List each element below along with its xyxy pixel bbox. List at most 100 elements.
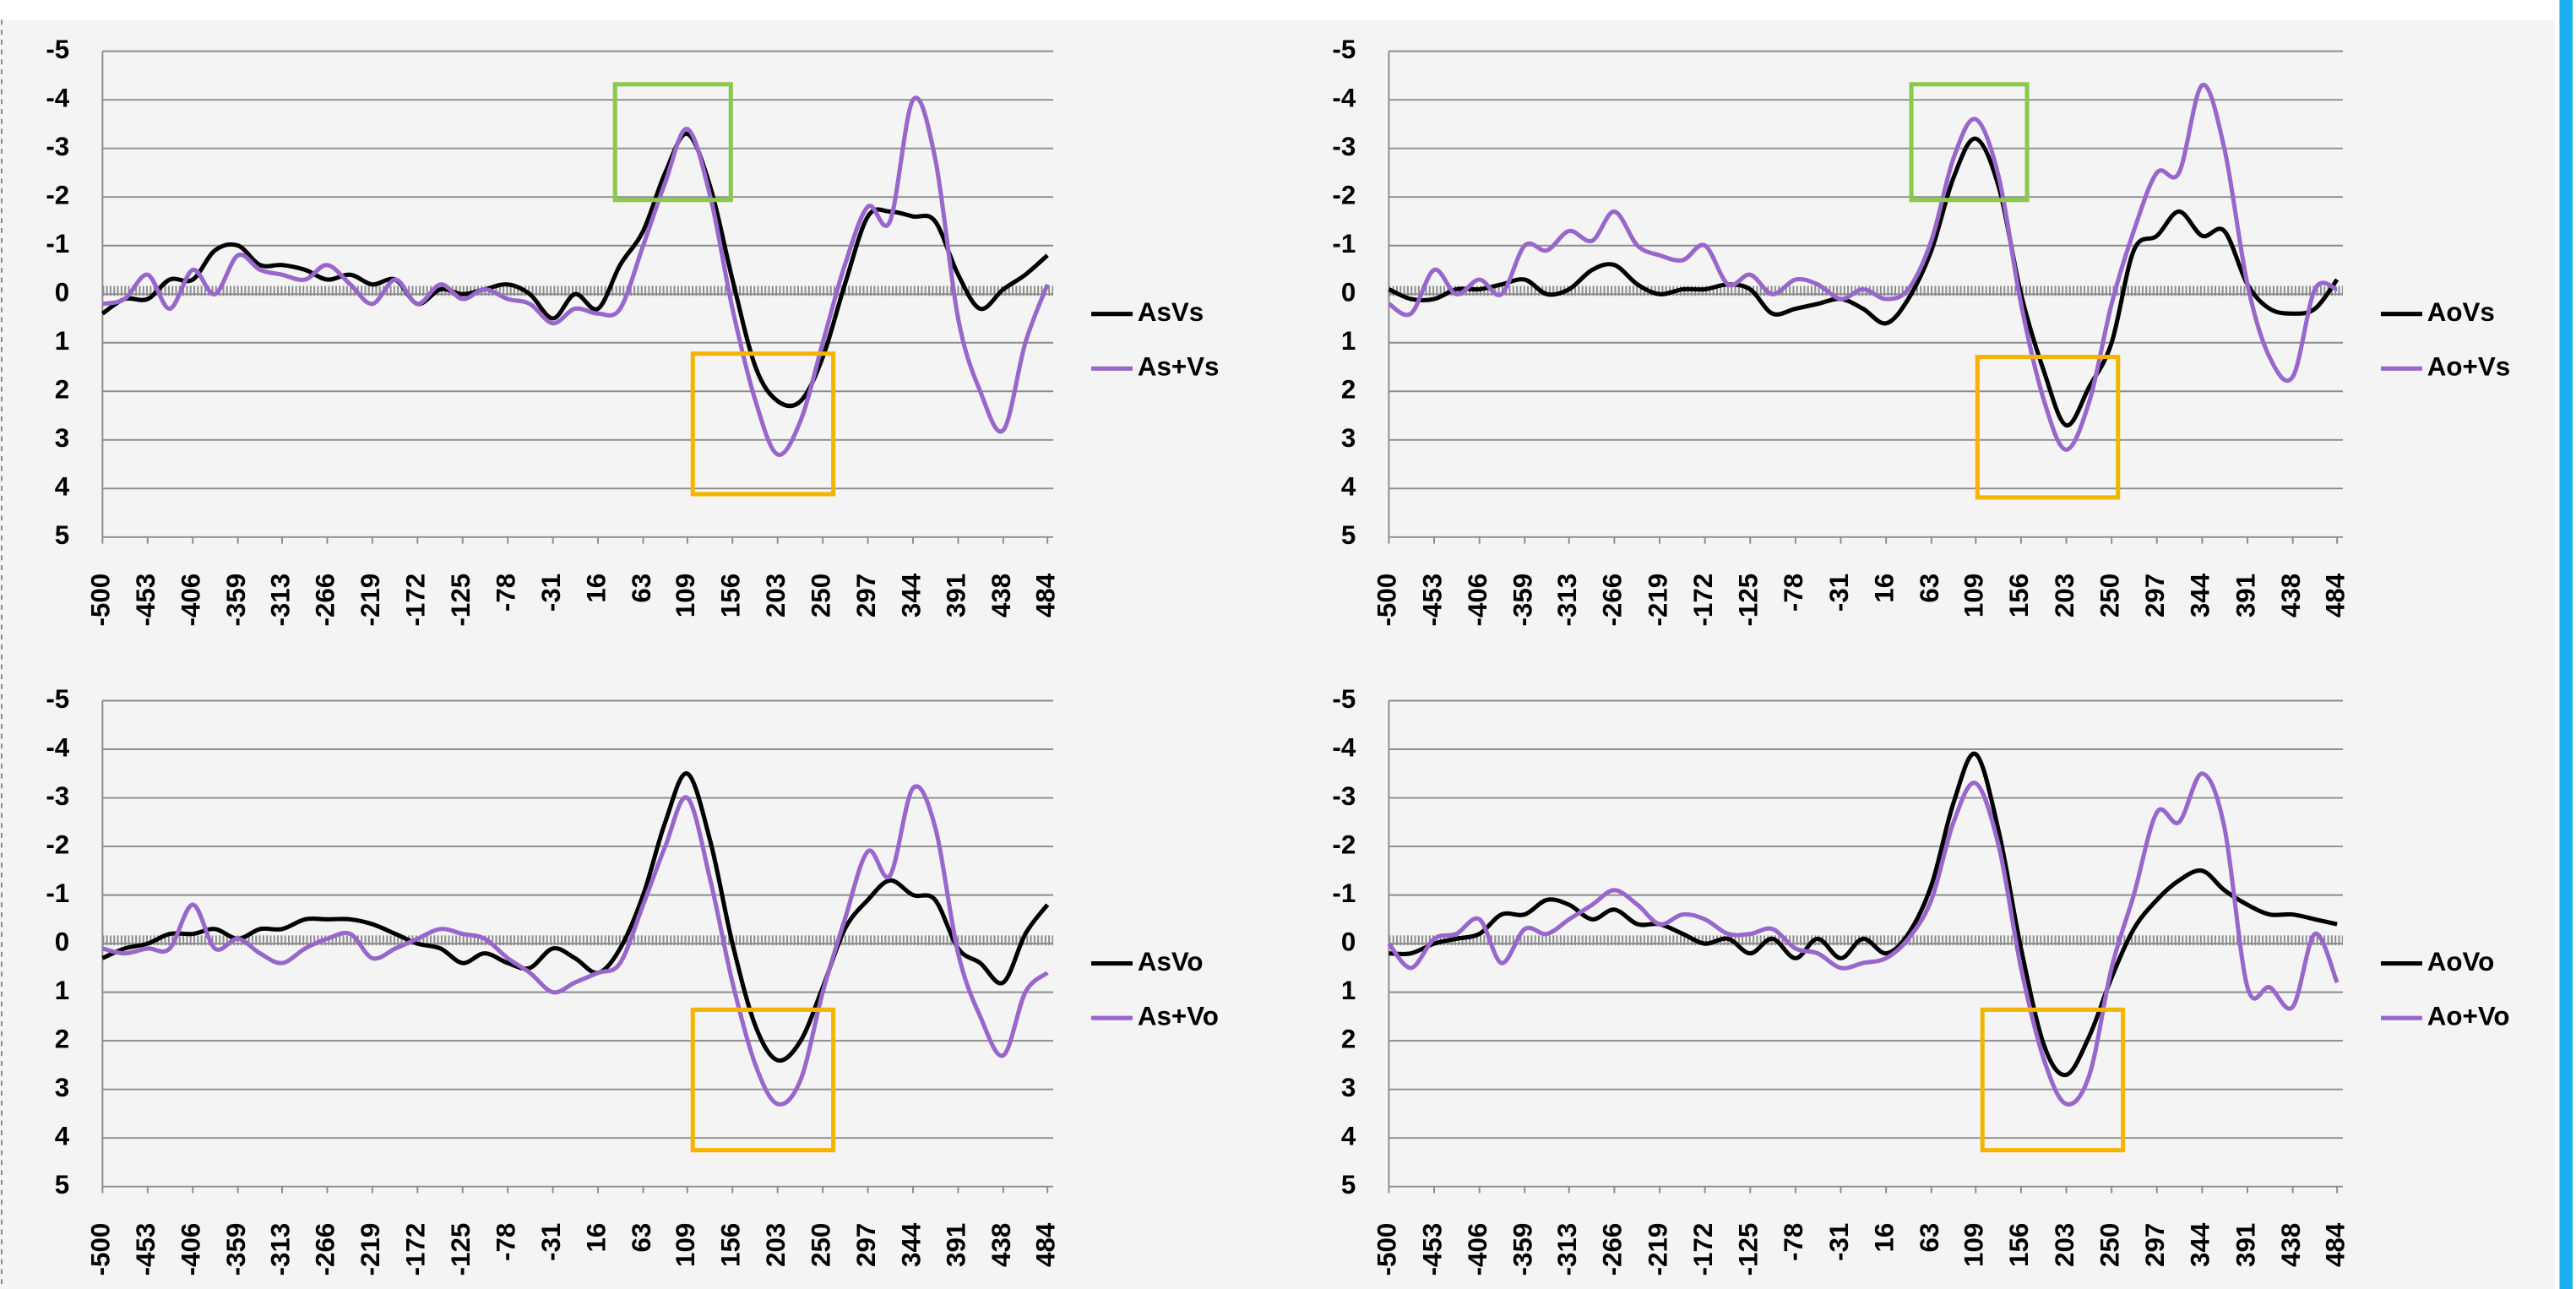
x-tick-label: -313 [265, 574, 295, 627]
x-tick-label: 63 [627, 1223, 656, 1253]
y-tick-label: -5 [1332, 684, 1356, 714]
x-tick-label: 63 [1915, 574, 1944, 603]
x-tick-label: 109 [1959, 574, 1989, 617]
x-tick-label: 391 [2231, 1223, 2260, 1267]
y-tick-label: 0 [55, 927, 69, 956]
y-tick-label: -4 [1332, 732, 1356, 762]
x-tick-label: -406 [177, 1223, 206, 1276]
x-tick-label: 438 [986, 574, 1016, 617]
y-tick-label: 0 [55, 278, 69, 307]
x-tick-label: 484 [2320, 573, 2350, 617]
x-tick-label: -500 [86, 574, 116, 627]
x-tick-label: -172 [401, 574, 431, 627]
x-tick-label: 16 [581, 574, 611, 603]
legend-label: AsVs [1138, 297, 1204, 327]
x-tick-label: -453 [131, 574, 160, 627]
x-tick-label: 344 [2186, 573, 2215, 617]
y-tick-label: 0 [1341, 278, 1356, 307]
x-tick-label: 344 [896, 573, 926, 617]
x-tick-label: 438 [986, 1223, 1016, 1267]
x-tick-label: 484 [1030, 573, 1060, 617]
x-tick-label: 16 [581, 1223, 611, 1253]
y-tick-label: -2 [46, 180, 69, 209]
x-tick-label: -125 [446, 574, 476, 627]
x-tick-label: 438 [2276, 574, 2306, 617]
x-tick-label: -453 [1417, 1223, 1447, 1276]
x-tick-label: -219 [1643, 1223, 1672, 1276]
y-tick-label: 5 [55, 1170, 69, 1199]
x-tick-label: -266 [1598, 1223, 1628, 1276]
x-tick-label: 297 [851, 1223, 881, 1267]
x-tick-label: 203 [2050, 574, 2079, 617]
series-line [1389, 751, 2338, 1078]
x-tick-label: 156 [716, 1223, 746, 1267]
x-tick-label: -359 [221, 574, 251, 627]
x-tick-label: 203 [2050, 1223, 2079, 1267]
x-tick-label: 344 [2186, 1222, 2215, 1267]
y-tick-label: -5 [46, 35, 69, 64]
x-tick-label: 297 [851, 574, 881, 617]
x-tick-label: -31 [1824, 1223, 1854, 1261]
y-tick-label: -3 [46, 132, 69, 161]
x-tick-label: -172 [401, 1223, 431, 1276]
y-tick-label: -2 [1332, 829, 1356, 859]
x-tick-label: -172 [1688, 574, 1718, 627]
y-tick-label: 4 [55, 472, 70, 502]
x-tick-label: -266 [1598, 574, 1628, 627]
y-tick-label: -3 [1332, 132, 1356, 161]
legend-label: Ao+Vo [2427, 1001, 2510, 1031]
y-tick-label: 1 [55, 326, 69, 356]
y-tick-label: 1 [1341, 326, 1356, 356]
x-tick-label: 297 [2140, 1223, 2170, 1267]
series-line [101, 131, 1049, 409]
x-tick-label: -453 [1417, 574, 1447, 627]
x-tick-label: 391 [2231, 574, 2260, 617]
x-tick-label: 109 [671, 1223, 700, 1267]
x-tick-label: 203 [761, 1223, 791, 1267]
y-tick-label: 4 [1341, 472, 1356, 502]
y-tick-label: 5 [1341, 1170, 1356, 1199]
x-tick-label: -172 [1688, 1223, 1718, 1276]
highlight-box [1980, 1007, 2126, 1153]
x-tick-label: -359 [1508, 574, 1538, 627]
sheet-background [0, 19, 2555, 1289]
x-tick-label: -78 [1779, 574, 1808, 612]
x-tick-label: 156 [716, 574, 746, 617]
y-tick-label: -3 [1332, 781, 1356, 811]
x-tick-label: -219 [356, 574, 385, 627]
legend-label: AsVo [1138, 947, 1204, 976]
x-tick-label: 484 [2320, 1222, 2350, 1267]
x-tick-label: 297 [2140, 574, 2170, 617]
y-tick-label: -1 [1332, 229, 1356, 258]
x-tick-label: -500 [86, 1223, 116, 1276]
x-tick-label: 438 [2276, 1223, 2306, 1267]
y-tick-label: 3 [1341, 423, 1356, 453]
y-tick-label: 2 [1341, 1024, 1356, 1053]
y-tick-label: -4 [1332, 83, 1356, 112]
x-tick-label: -313 [1552, 1223, 1582, 1276]
x-tick-label: -266 [311, 574, 340, 627]
y-tick-label: 1 [55, 976, 69, 1005]
x-tick-label: -78 [1779, 1223, 1808, 1261]
y-tick-label: 2 [55, 1024, 69, 1053]
y-tick-label: -4 [46, 732, 69, 762]
x-tick-label: 250 [806, 574, 835, 617]
x-tick-label: -359 [1508, 1223, 1538, 1276]
legend-label: As+Vo [1138, 1001, 1219, 1031]
y-tick-label: -1 [46, 229, 69, 258]
y-tick-label: -1 [1332, 878, 1356, 908]
x-tick-label: -313 [1552, 574, 1582, 627]
x-tick-label: -406 [177, 574, 206, 627]
x-tick-label: -313 [265, 1223, 295, 1276]
x-tick-label: 156 [2004, 574, 2034, 617]
x-tick-label: -500 [1372, 1223, 1402, 1276]
series-line [101, 95, 1050, 457]
x-tick-label: 250 [2095, 574, 2124, 617]
y-tick-label: 3 [55, 423, 69, 453]
y-tick-label: -4 [46, 83, 69, 112]
y-tick-label: 4 [55, 1121, 70, 1150]
y-tick-label: 5 [55, 520, 69, 550]
series-line [1388, 83, 2338, 452]
x-tick-label: -125 [1734, 1223, 1764, 1276]
